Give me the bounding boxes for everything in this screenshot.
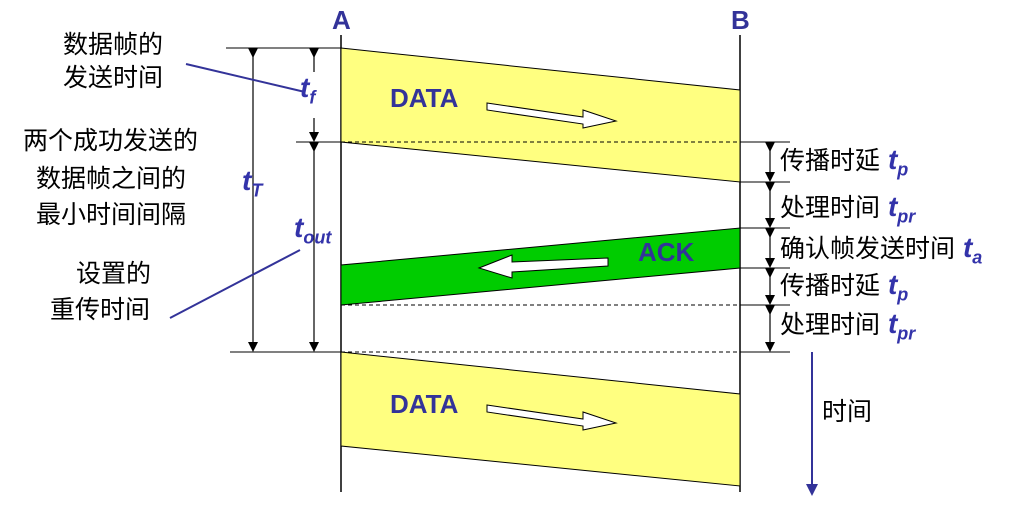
retransmission-line-2: 重传时间 (50, 295, 151, 324)
tf-variable: tf (300, 72, 316, 108)
min-interval-line-3: 最小时间间隔 (36, 200, 187, 229)
retransmission-line-1: 设置的 (76, 259, 152, 288)
tT-variable: tT (242, 165, 263, 201)
right-label-propagation-2: 传播时延 tp (780, 269, 909, 305)
right-label-ack-transmission: 确认帧发送时间 ta (780, 232, 983, 268)
callout-line-tout (169, 249, 301, 319)
min-interval-line-2: 数据帧之间的 (36, 164, 187, 193)
host-a-label: A (332, 5, 351, 35)
data-direction-arrow-1 (486, 102, 618, 129)
time-axis-label: 时间 (822, 397, 873, 426)
callout-line-tf (185, 63, 306, 93)
host-b-label: B (731, 5, 750, 35)
ack-frame-label: ACK (638, 237, 695, 267)
data-frame-2-label: DATA (390, 389, 459, 419)
data-direction-arrow-2 (486, 404, 618, 431)
tout-variable: tout (294, 212, 332, 248)
right-label-processing-1: 处理时间 tpr (780, 191, 916, 227)
tf-description-line-1: 数据帧的 (63, 30, 164, 59)
min-interval-line-1: 两个成功发送的 (23, 126, 199, 155)
data-frame-1-label: DATA (390, 83, 459, 113)
ack-direction-arrow (477, 254, 609, 279)
right-label-propagation-1: 传播时延 tp (780, 144, 909, 180)
tf-description-line-2: 发送时间 (63, 63, 164, 92)
right-label-processing-2: 处理时间 tpr (780, 308, 916, 344)
